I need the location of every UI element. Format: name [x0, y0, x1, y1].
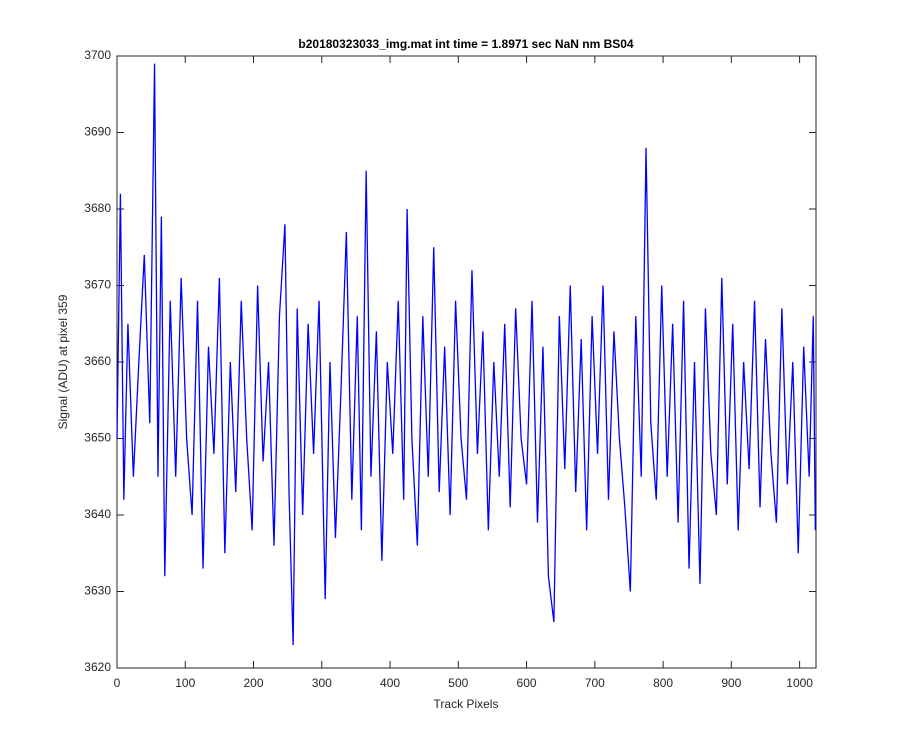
x-tick-label: 300 — [312, 676, 332, 690]
y-axis-label: Signal (ADU) at pixel 359 — [56, 294, 70, 429]
x-tick-label: 1000 — [786, 676, 813, 690]
plot-area — [116, 55, 817, 669]
y-tick-label: 3700 — [84, 48, 111, 62]
y-tick-label: 3680 — [84, 201, 111, 215]
y-tick-label: 3650 — [84, 431, 111, 445]
x-axis-label: Track Pixels — [434, 697, 499, 711]
x-tick-label: 500 — [448, 676, 468, 690]
x-tick-label: 700 — [585, 676, 605, 690]
y-tick-label: 3670 — [84, 278, 111, 292]
y-tick-label: 3690 — [84, 125, 111, 139]
y-tick-label: 3620 — [84, 660, 111, 674]
x-tick-label: 0 — [114, 676, 121, 690]
y-tick-label: 3640 — [84, 507, 111, 521]
x-tick-label: 100 — [175, 676, 195, 690]
data-line — [116, 63, 816, 646]
chart-title: b20180323033_img.mat int time = 1.8971 s… — [298, 37, 634, 51]
y-tick-label: 3660 — [84, 354, 111, 368]
y-tick-label: 3630 — [84, 584, 111, 598]
x-tick-label: 400 — [380, 676, 400, 690]
x-tick-label: 600 — [517, 676, 537, 690]
x-tick-label: 900 — [721, 676, 741, 690]
x-tick-label: 200 — [244, 676, 264, 690]
x-tick-label: 800 — [653, 676, 673, 690]
